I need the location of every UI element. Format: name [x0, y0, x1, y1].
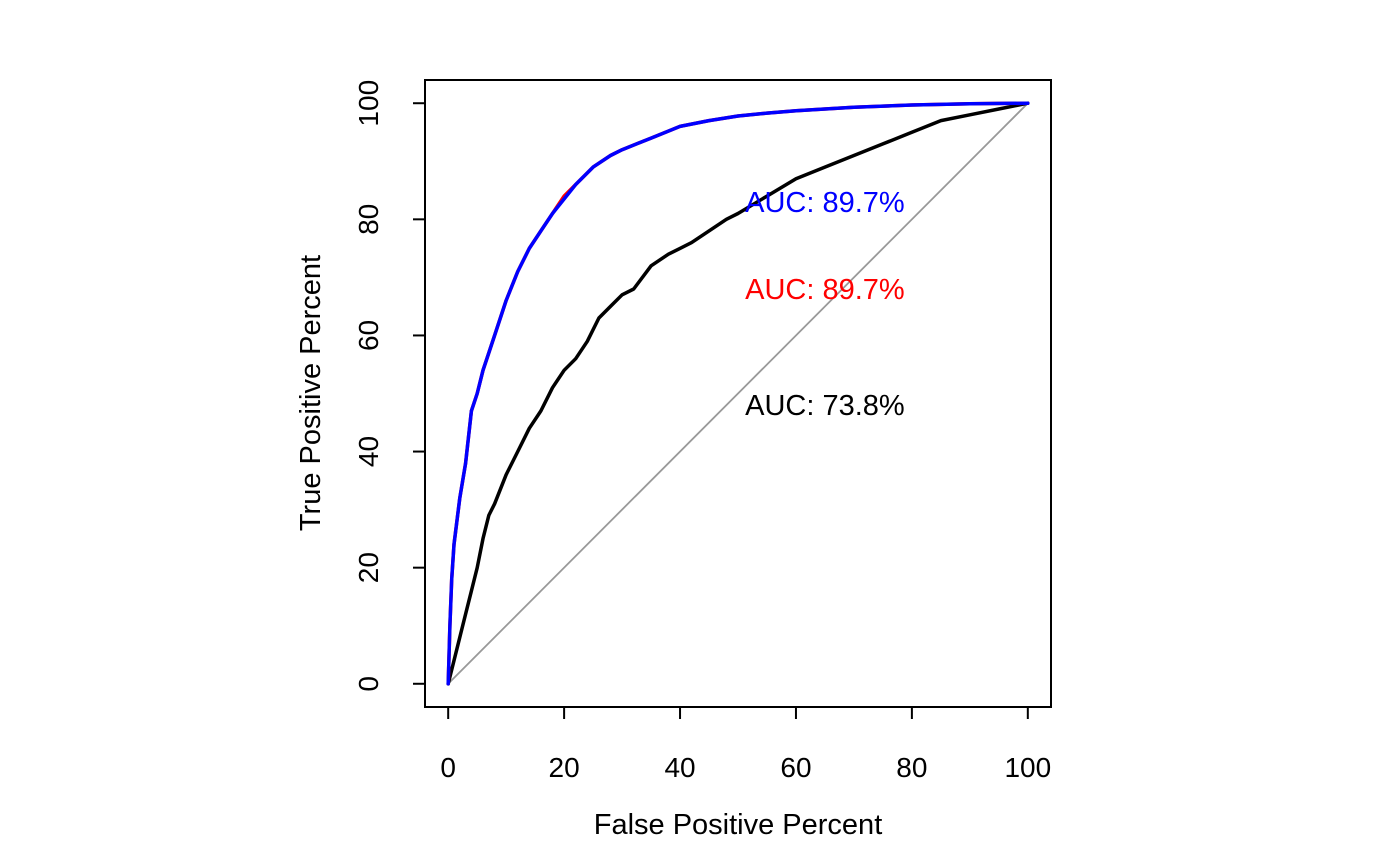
x-tick-label-100: 100 — [1004, 752, 1051, 783]
x-tick-label-40: 40 — [664, 752, 695, 783]
y-tick-label-80: 80 — [353, 204, 384, 235]
y-tick-label-60: 60 — [353, 320, 384, 351]
y-tick-label-20: 20 — [353, 552, 384, 583]
roc-curve-3 — [446, 101, 1030, 686]
auc-annotation-2: AUC: 89.7% — [745, 274, 905, 306]
auc-annotation-3: AUC: 73.8% — [745, 390, 905, 422]
auc-annotation-1: AUC: 89.7% — [745, 187, 905, 219]
x-axis-label: False Positive Percent — [594, 809, 883, 841]
y-tick-label-0: 0 — [353, 676, 384, 692]
x-tick-label-80: 80 — [896, 752, 927, 783]
roc-curve-1 — [446, 101, 1030, 686]
y-tick-label-100: 100 — [353, 80, 384, 127]
x-tick-label-60: 60 — [780, 752, 811, 783]
reference-diagonal — [447, 102, 1029, 685]
y-axis-label: True Positive Percent — [295, 255, 327, 531]
x-tick-label-0: 0 — [440, 752, 456, 783]
y-tick-label-40: 40 — [353, 436, 384, 467]
plot-area: 0 20 40 60 80 100 0 20 40 60 80 100 AUC: 89.7% AUC: 8… — [353, 79, 1052, 783]
x-tick-label-20: 20 — [549, 752, 580, 783]
